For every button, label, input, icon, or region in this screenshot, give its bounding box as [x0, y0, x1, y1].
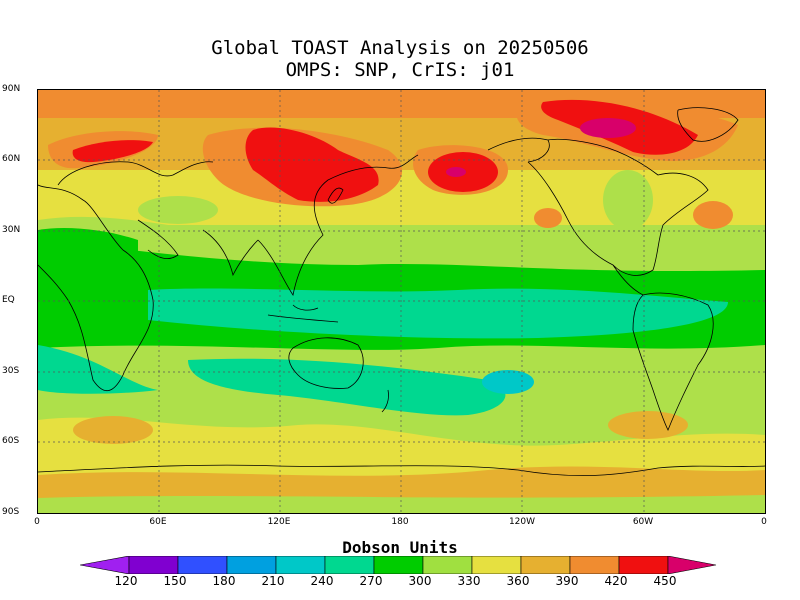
coast-europe — [57, 161, 214, 186]
south-330-pole — [38, 495, 765, 513]
colorbar-arrow-high — [667, 556, 717, 574]
lon-label-0-left: 0 — [34, 517, 40, 527]
coast-antarctica — [38, 464, 765, 477]
lon-label-120e: 120E — [267, 517, 291, 527]
north-450-europe — [72, 140, 153, 163]
colorbar-tick-420: 420 — [604, 574, 628, 588]
colorbar-tick-300: 300 — [408, 574, 432, 588]
coast-australia — [288, 337, 364, 389]
colorbar-tick-360: 360 — [506, 574, 530, 588]
north-330-asia — [138, 196, 218, 224]
colorbar-tick-270: 270 — [359, 574, 383, 588]
coast-japan — [327, 187, 344, 204]
colorbar — [80, 556, 717, 574]
colorbar-tick-120: 120 — [114, 574, 138, 588]
colorbar-box-1 — [128, 556, 179, 574]
coast-north-america — [527, 138, 709, 276]
coast-arabia — [137, 219, 179, 260]
colorbar-box-5 — [324, 556, 375, 574]
colorbar-box-3 — [226, 556, 277, 574]
colorbar-box-6 — [373, 556, 424, 574]
colorbar-title: Dobson Units — [342, 538, 458, 557]
lat-label-30s: 30S — [2, 366, 20, 376]
lat-label-60n: 60N — [2, 154, 21, 164]
colorbar-arrow-low — [80, 556, 130, 574]
south-pacific-240 — [482, 370, 534, 394]
north-390-pacific-e — [534, 208, 562, 228]
south-atl-390 — [608, 411, 688, 439]
lat-label-90n: 90N — [2, 84, 21, 94]
lon-label-180: 180 — [391, 517, 409, 527]
chart-subtitle: OMPS: SNP, CrIS: j01 — [285, 59, 515, 81]
north-480-canada — [580, 118, 636, 138]
lat-label-eq: EQ — [2, 295, 15, 305]
south-atlantic-270 — [38, 345, 158, 394]
colorbar-box-4 — [275, 556, 326, 574]
north-450-siberia — [245, 127, 379, 202]
colorbar-tick-210: 210 — [261, 574, 285, 588]
colorbar-box-11 — [618, 556, 669, 574]
coast-greenland — [677, 107, 739, 142]
lon-label-0-right: 0 — [761, 517, 767, 527]
colorbar-tick-150: 150 — [163, 574, 187, 588]
north-390-atlantic — [693, 201, 733, 229]
south-pacific-270 — [188, 358, 506, 416]
ozone-map — [37, 89, 766, 514]
colorbar-box-8 — [471, 556, 522, 574]
colorbar-box-10 — [569, 556, 620, 574]
coast-south-america — [632, 292, 714, 431]
coast-africa — [38, 184, 154, 392]
colorbar-tick-390: 390 — [555, 574, 579, 588]
north-480-pacific — [446, 167, 466, 177]
coast-central-america — [612, 264, 644, 296]
colorbar-tick-240: 240 — [310, 574, 334, 588]
graticule — [38, 90, 765, 513]
chart-title: Global TOAST Analysis on 20250506 — [211, 37, 589, 59]
colorbar-box-7 — [422, 556, 473, 574]
coast-india — [202, 229, 259, 277]
north-330-tongue — [603, 170, 653, 230]
lon-label-120w: 120W — [508, 517, 536, 527]
colorbar-box-2 — [177, 556, 228, 574]
lon-label-60w: 60W — [632, 517, 654, 527]
lat-label-30n: 30N — [2, 225, 21, 235]
coast-indonesia — [267, 304, 339, 323]
coast-nz — [381, 389, 389, 413]
coast-asia — [257, 154, 419, 297]
colorbar-box-9 — [520, 556, 571, 574]
colorbar-tick-450: 450 — [653, 574, 677, 588]
north-300-africa — [38, 228, 138, 265]
lat-label-90s: 90S — [2, 507, 20, 517]
colorbar-tick-330: 330 — [457, 574, 481, 588]
south-indian-390 — [73, 416, 153, 444]
colorbar-tick-180: 180 — [212, 574, 236, 588]
lat-label-60s: 60S — [2, 436, 20, 446]
lon-label-60e: 60E — [149, 517, 167, 527]
coastlines — [38, 107, 765, 477]
